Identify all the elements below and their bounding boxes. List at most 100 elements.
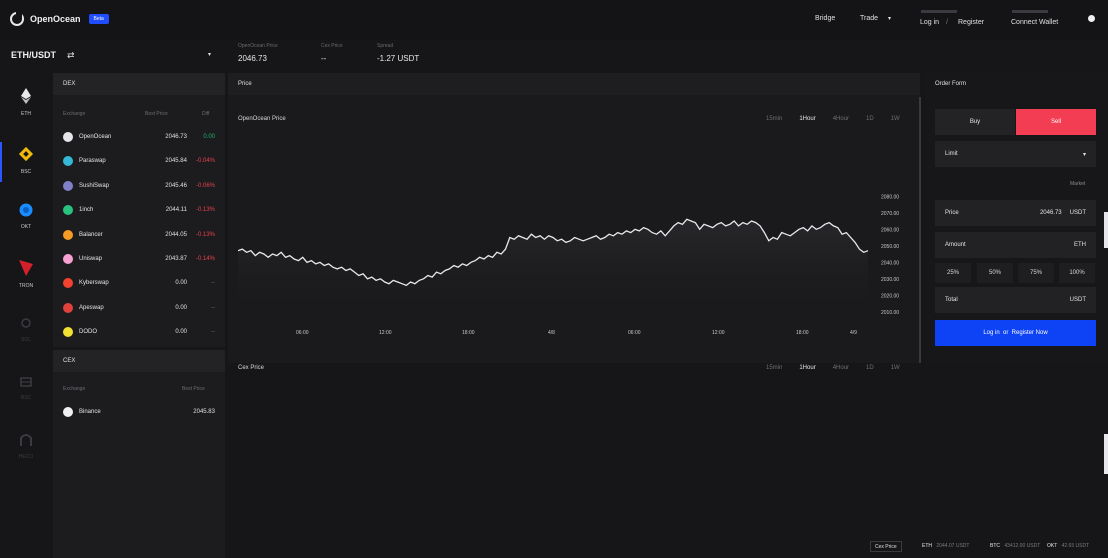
y-tick-label: 2050.00 (881, 244, 899, 250)
connect-wallet-button[interactable]: Connect Wallet (1011, 19, 1059, 26)
percent-50-button[interactable]: 50% (977, 263, 1013, 283)
amount-input[interactable]: Amount ETH (935, 232, 1096, 258)
y-tick-label: 2070.00 (881, 211, 899, 217)
x-tick-label: 18:00 (462, 330, 475, 336)
separator: / (946, 19, 948, 26)
exchange-price: 0.00 (175, 304, 187, 311)
cex-row-binance[interactable]: Binance 2045.83 (63, 405, 215, 419)
solana-icon (21, 318, 31, 328)
price-input[interactable]: Price 2046.73 USDT (935, 200, 1096, 226)
swap-icon[interactable]: ⇄ (67, 50, 75, 60)
cex-col-exchange: Exchange (63, 386, 86, 392)
sidebar-item-sol[interactable]: SOL (0, 318, 52, 343)
exchange-logo-icon (63, 302, 73, 313)
exchange-logo-icon (63, 156, 73, 167)
exchange-logo-icon (63, 327, 73, 338)
sidebar-item-chain[interactable]: BSC (0, 376, 52, 401)
cex-tab-15min[interactable]: 15min (766, 365, 783, 371)
percent-25-button[interactable]: 25% (935, 263, 971, 283)
cex-col-price: Best Price (182, 386, 205, 392)
y-tick-label: 2080.00 (881, 194, 899, 200)
exchange-price: 2044.11 (165, 207, 187, 214)
exchange-logo-icon (63, 278, 73, 289)
theme-toggle-icon[interactable] (1088, 15, 1095, 22)
cex-tab-1hour[interactable]: 1Hour (799, 365, 816, 371)
chevron-down-icon[interactable]: ▾ (888, 16, 892, 22)
percent-75-button[interactable]: 75% (1018, 263, 1054, 283)
register-link[interactable]: Register (958, 19, 985, 26)
cex-tab-1w[interactable]: 1W (890, 365, 900, 371)
y-tick-label: 2060.00 (881, 227, 899, 233)
sidebar-item-bsc[interactable]: BSC (0, 146, 52, 175)
sidebar-item-heco[interactable]: HECO (0, 433, 52, 460)
price-panel-head (228, 73, 920, 95)
sidebar-item-tron[interactable]: TRON (0, 260, 52, 289)
chart-scrollbar[interactable] (919, 97, 921, 363)
order-form-title: Order Form (935, 81, 967, 87)
tab-4hour[interactable]: 4Hour (832, 116, 850, 122)
exchange-name: DODO (79, 329, 97, 336)
dex-row[interactable]: SushiSwap 2045.46 -0.06% (63, 179, 215, 193)
binance-coin-icon (63, 407, 73, 417)
dex-row[interactable]: Uniswap 2043.87 -0.14% (63, 252, 215, 266)
dex-row[interactable]: OpenOcean 2046.73 0.00 (63, 130, 215, 144)
dex-row[interactable]: DODO 0.00 -- (63, 325, 215, 339)
login-link[interactable]: Log in (920, 19, 940, 26)
tab-1w[interactable]: 1W (890, 116, 900, 122)
exchange-diff: 0.00 (203, 134, 215, 140)
pair-selector[interactable]: ETH/USDT (11, 50, 56, 60)
login-caption (921, 10, 957, 13)
exchange-diff: -- (211, 304, 215, 311)
y-tick-label: 2020.00 (881, 293, 899, 299)
sidebar-item-eth[interactable]: ETH (0, 88, 52, 117)
logo[interactable]: OpenOcean Beta (10, 12, 109, 26)
tab-1hour[interactable]: 1Hour (799, 116, 816, 122)
exchange-name: SushiSwap (79, 182, 110, 189)
exchange-diff: -- (211, 329, 215, 336)
sell-tab[interactable]: Sell (1016, 109, 1096, 135)
exchange-diff: -0.13% (195, 231, 215, 238)
dex-col-price: Best Price (145, 111, 168, 117)
exchange-price: 2045.84 (165, 158, 187, 165)
exchange-price: 0.00 (175, 280, 187, 287)
exchange-price: 2043.87 (165, 256, 187, 262)
chevron-down-icon[interactable]: ▾ (208, 52, 212, 58)
sidebar-item-okt[interactable]: OKT (0, 203, 52, 230)
exchange-name: Uniswap (79, 256, 103, 262)
cex-chart-title: Cex Price (238, 365, 265, 371)
exchange-diff: -0.14% (195, 256, 215, 262)
nav-bridge[interactable]: Bridge (815, 15, 836, 22)
y-tick-label: 2040.00 (881, 260, 899, 266)
exchange-logo-icon (63, 180, 73, 191)
dex-row[interactable]: 1inch 2044.11 -0.13% (63, 203, 215, 217)
total-input[interactable]: Total USDT (935, 287, 1096, 313)
cex-tab-4hour[interactable]: 4Hour (832, 365, 850, 371)
login-register-button[interactable]: Log in or Register Now (935, 320, 1096, 346)
nav-trade[interactable]: Trade (860, 15, 879, 22)
exchange-name: OpenOcean (79, 134, 112, 140)
cex-tab-1d[interactable]: 1D (866, 365, 874, 371)
order-type-select[interactable]: Limit ▾ (935, 141, 1096, 167)
dex-panel-title: DEX (53, 73, 225, 95)
dex-col-diff: Diff (202, 111, 210, 117)
timeframe-tabs: 15min 1Hour 4Hour 1D 1W (766, 116, 900, 122)
footer-ticker-okt: OKT 42.65 USDT (1047, 543, 1090, 549)
y-tick-label: 2030.00 (881, 277, 899, 283)
dex-row[interactable]: Paraswap 2045.84 -0.04% (63, 154, 215, 168)
right-edge-tab-2[interactable] (1104, 434, 1108, 474)
tab-1d[interactable]: 1D (866, 116, 874, 122)
footer-cex-price-label[interactable]: Cex Price (870, 541, 902, 552)
dex-row[interactable]: Kyberswap 0.00 -- (63, 276, 215, 290)
exchange-diff: -0.13% (195, 207, 215, 214)
right-edge-tab[interactable] (1104, 212, 1108, 248)
tab-15min[interactable]: 15min (766, 116, 783, 122)
exchange-diff: -0.06% (195, 182, 215, 189)
dex-row[interactable]: Apeswap 0.00 -- (63, 301, 215, 315)
dex-row[interactable]: Balancer 2044.05 -0.13% (63, 228, 215, 242)
exchange-name: Paraswap (79, 158, 106, 165)
y-axis-ticks: 2080.00 2070.00 2060.00 2050.00 2040.00 2030.… (881, 194, 899, 316)
market-link[interactable]: Market (1070, 181, 1086, 187)
chain-icon (20, 377, 32, 387)
buy-tab[interactable]: Buy (935, 109, 1015, 135)
percent-100-button[interactable]: 100% (1059, 263, 1095, 283)
